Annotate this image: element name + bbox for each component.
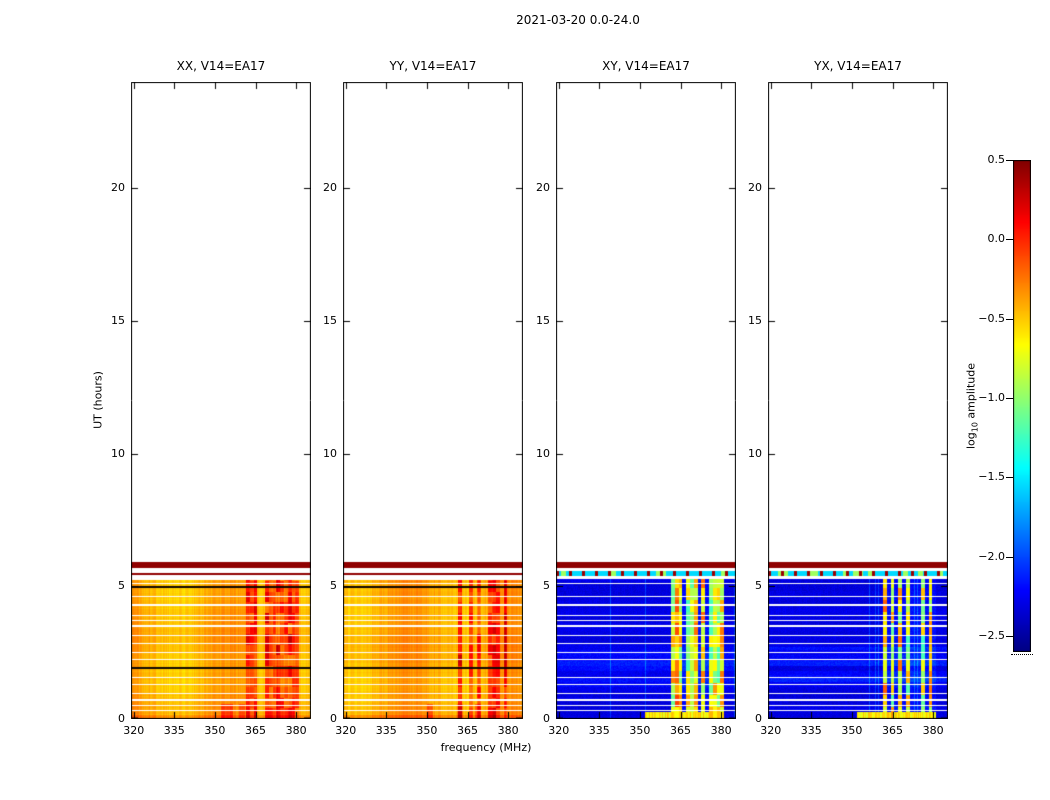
x-tick-label: 350 <box>204 724 226 737</box>
x-tick-label: 320 <box>548 724 570 737</box>
colorbar-tick-label: 0.0 <box>987 232 1006 246</box>
x-tick-label: 320 <box>123 724 145 737</box>
y-tick-label: 15 <box>748 313 762 327</box>
panel-xy: XY, V14=EA17 0 5 10 15 20 320 335 350 365 380 <box>536 59 736 737</box>
colorbar: 0.5 0.0 −0.5 −1.0 −1.5 −2.0 −2.5 <box>978 153 1033 655</box>
x-tick-label: 350 <box>416 724 438 737</box>
y-axis-label: UT (hours) <box>91 371 105 429</box>
y-tick-label: 5 <box>330 579 337 593</box>
x-tick-label: 365 <box>882 724 903 737</box>
panel-xx-title: XX, V14=EA17 <box>176 59 266 73</box>
x-tick-label: 380 <box>710 724 732 737</box>
colorbar-tick-label: −1.0 <box>978 391 1005 405</box>
y-tick-label: 0 <box>118 712 125 725</box>
y-tick-label: 20 <box>536 181 550 195</box>
colorbar-tick-label: −2.0 <box>978 549 1005 563</box>
colorbar-tick-label: −1.5 <box>978 470 1005 484</box>
colorbar-tick-mark <box>1006 319 1013 320</box>
y-tick-label: 5 <box>543 579 550 593</box>
y-tick-label: 10 <box>536 446 550 460</box>
colorbar-tick-label: 0.5 <box>987 153 1006 166</box>
colorbar-tick-label: −0.5 <box>978 311 1005 325</box>
y-tick-label: 5 <box>755 579 762 593</box>
x-tick-label: 335 <box>800 724 822 737</box>
colorbar-label-post: amplitude <box>964 362 978 423</box>
x-tick-label: 320 <box>335 724 357 737</box>
panel-yy-title: YY, V14=EA17 <box>389 59 477 73</box>
x-tick-label: 335 <box>588 724 610 737</box>
heatmap-XX <box>131 82 311 719</box>
x-tick-label: 365 <box>245 724 266 737</box>
x-tick-label: 365 <box>670 724 691 737</box>
colorbar-tick-mark <box>1006 477 1013 478</box>
colorbar-label-pre: log <box>964 432 978 450</box>
y-tick-label: 20 <box>111 181 125 195</box>
y-tick-label: 0 <box>543 712 550 725</box>
y-tick-label: 10 <box>111 446 125 460</box>
x-tick-label: 350 <box>841 724 863 737</box>
y-tick-label: 15 <box>536 313 550 327</box>
y-tick-label: 0 <box>755 712 762 725</box>
x-tick-label: 380 <box>922 724 944 737</box>
heatmap-XY <box>556 82 736 719</box>
colorbar-extend-line <box>1011 654 1033 655</box>
panel-yy: YY, V14=EA17 0 5 10 15 20 320 335 350 365 380 <box>323 59 523 737</box>
y-tick-label: 0 <box>330 712 337 725</box>
panel-yx-title: YX, V14=EA17 <box>814 59 902 73</box>
x-tick-label: 380 <box>285 724 307 737</box>
y-tick-label: 15 <box>111 313 125 327</box>
colorbar-tick-mark <box>1006 636 1013 637</box>
x-tick-label: 320 <box>760 724 782 737</box>
colorbar-tick-mark <box>1006 557 1013 558</box>
x-tick-label: 365 <box>457 724 478 737</box>
y-tick-label: 10 <box>323 446 337 460</box>
colorbar-label-sub: 10 <box>970 422 980 433</box>
x-tick-label: 380 <box>497 724 519 737</box>
y-tick-label: 10 <box>748 446 762 460</box>
y-tick-label: 20 <box>748 181 762 195</box>
heatmap-YX <box>768 82 948 719</box>
colorbar-tick-label: −2.5 <box>978 629 1005 643</box>
colorbar-tick-mark <box>1006 160 1013 161</box>
colorbar-tick-mark <box>1006 239 1013 240</box>
y-tick-label: 5 <box>118 579 125 593</box>
x-tick-label: 335 <box>375 724 397 737</box>
panel-xy-title: XY, V14=EA17 <box>602 59 690 73</box>
colorbar-tick-mark <box>1006 398 1013 399</box>
panel-xx: XX, V14=EA17 0 5 10 15 20 320 335 350 365 380 <box>111 59 311 737</box>
y-tick-label: 15 <box>323 313 337 327</box>
figure-title: 2021-03-20 0.0-24.0 <box>516 13 640 27</box>
x-tick-label: 335 <box>163 724 185 737</box>
y-tick-label: 20 <box>323 181 337 195</box>
colorbar-label: log10 amplitude <box>964 363 979 449</box>
panel-yx: YX, V14=EA17 0 5 10 15 20 320 335 350 365 380 <box>748 59 948 737</box>
colorbar-canvas <box>1013 160 1031 652</box>
heatmap-YY <box>343 82 523 719</box>
x-axis-label: frequency (MHz) <box>440 741 532 754</box>
x-tick-label: 350 <box>629 724 651 737</box>
